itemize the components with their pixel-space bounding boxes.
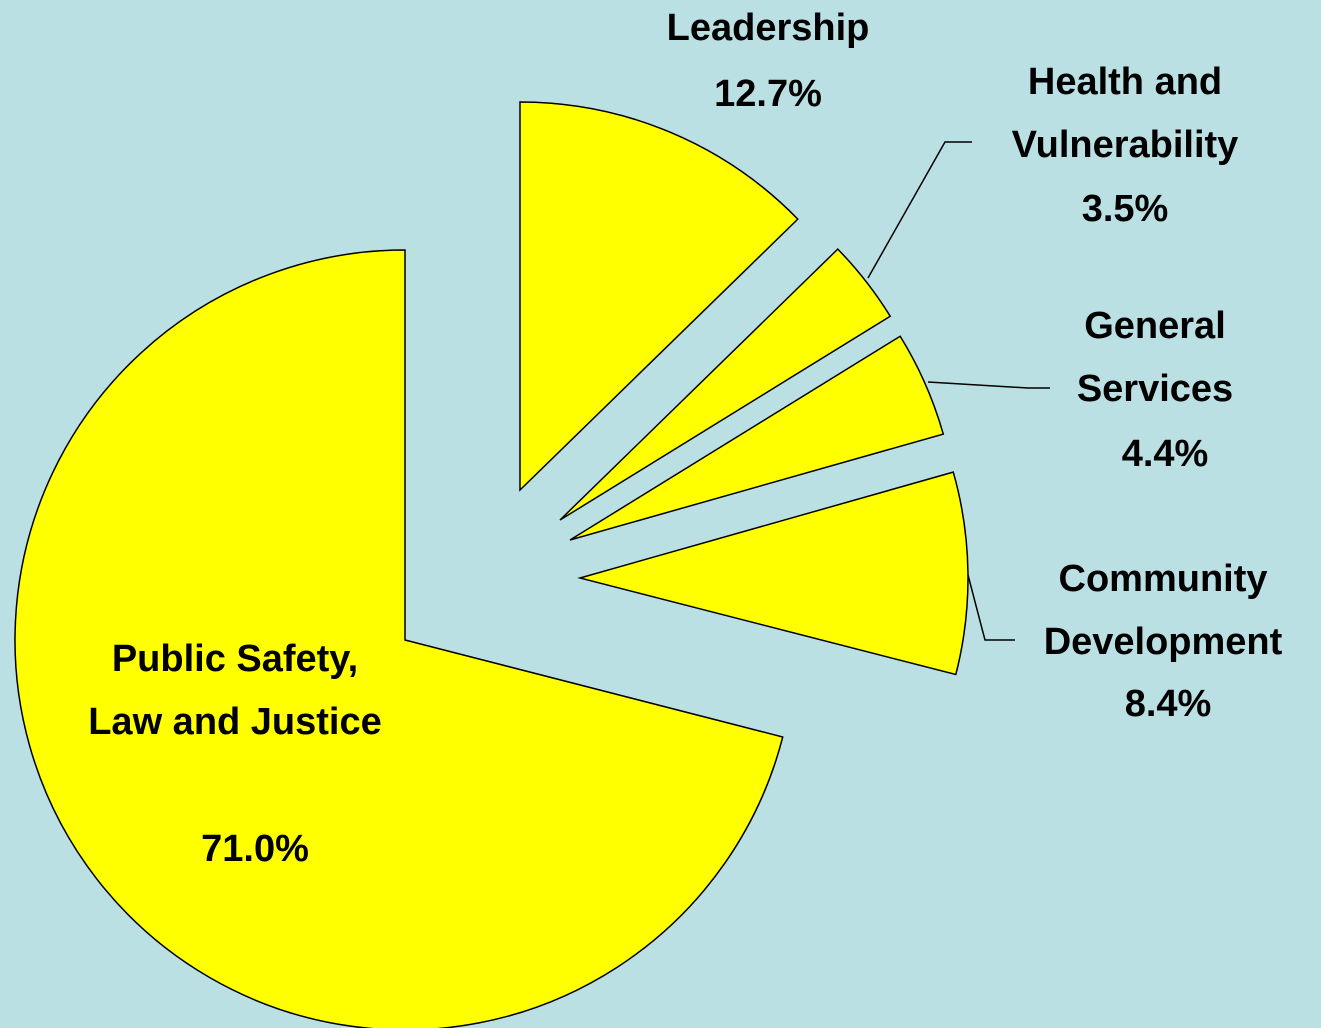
leader-line	[867, 141, 972, 279]
pie-slice	[569, 335, 945, 541]
slice-value-label: 12.7%	[714, 73, 822, 115]
pie-slice	[14, 249, 784, 1028]
slice-value-label: 4.4%	[1121, 433, 1209, 475]
slice-label: Public Safety, Law and Justice	[88, 638, 382, 743]
slice-label: Community Development	[1043, 558, 1283, 663]
leader-line	[967, 574, 1015, 641]
pie-slice	[559, 248, 892, 521]
slice-label: General Services	[1076, 305, 1234, 410]
slice-value-label: 3.5%	[1081, 188, 1169, 230]
leader-line	[927, 381, 1050, 389]
pie-slice	[577, 471, 969, 676]
pie-slice	[519, 101, 799, 492]
slice-value-label: 71.0%	[201, 828, 309, 870]
slice-label: Health and Vulnerability	[1011, 61, 1239, 166]
slice-value-label: 8.4%	[1124, 683, 1212, 725]
slice-label: Leadership	[666, 7, 870, 49]
